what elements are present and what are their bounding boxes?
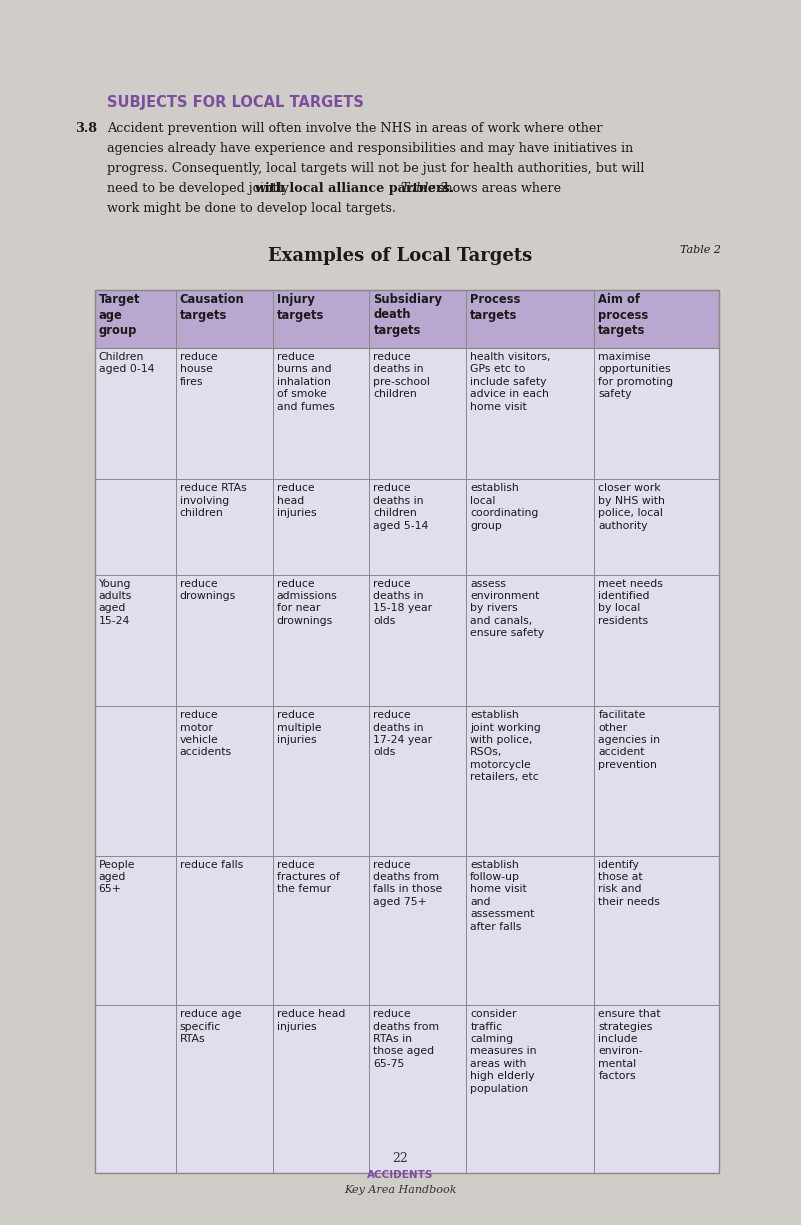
Text: reduce
deaths in
17-24 year
olds: reduce deaths in 17-24 year olds: [373, 710, 433, 757]
Text: Aim of
process
targets: Aim of process targets: [598, 293, 649, 337]
Text: reduce
deaths from
falls in those
aged 75+: reduce deaths from falls in those aged 7…: [373, 860, 443, 906]
Text: Process
targets: Process targets: [470, 293, 521, 321]
Text: reduce
fractures of
the femur: reduce fractures of the femur: [276, 860, 340, 894]
Text: assess
environment
by rivers
and canals,
ensure safety: assess environment by rivers and canals,…: [470, 578, 545, 638]
Text: maximise
opportunities
for promoting
safety: maximise opportunities for promoting saf…: [598, 352, 674, 399]
Text: 22: 22: [392, 1152, 409, 1165]
Text: ensure that
strategies
include
environ-
mental
factors: ensure that strategies include environ- …: [598, 1009, 661, 1082]
Text: reduce falls: reduce falls: [179, 860, 243, 870]
Text: establish
local
coordinating
group: establish local coordinating group: [470, 484, 538, 530]
Text: People
aged
65+: People aged 65+: [99, 860, 135, 894]
Text: agencies already have experience and responsibilities and may have initiatives i: agencies already have experience and res…: [107, 142, 634, 156]
Text: with local alliance partners.: with local alliance partners.: [254, 183, 454, 195]
Text: reduce
deaths in
15-18 year
olds: reduce deaths in 15-18 year olds: [373, 578, 433, 626]
Text: reduce
head
injuries: reduce head injuries: [276, 484, 316, 518]
Text: reduce age
specific
RTAs: reduce age specific RTAs: [179, 1009, 241, 1044]
Text: 3.8: 3.8: [75, 122, 97, 135]
Text: facilitate
other
agencies in
accident
prevention: facilitate other agencies in accident pr…: [598, 710, 660, 769]
Text: Key Area Handbook: Key Area Handbook: [344, 1185, 457, 1196]
Text: Young
adults
aged
15-24: Young adults aged 15-24: [99, 578, 132, 626]
Text: closer work
by NHS with
police, local
authority: closer work by NHS with police, local au…: [598, 484, 665, 530]
Text: reduce
house
fires: reduce house fires: [179, 352, 217, 387]
Bar: [95, 290, 719, 348]
Text: reduce head
injuries: reduce head injuries: [276, 1009, 345, 1031]
Text: SUBJECTS FOR LOCAL TARGETS: SUBJECTS FOR LOCAL TARGETS: [107, 96, 364, 110]
Bar: [95, 706, 719, 856]
Text: progress. Consequently, local targets will not be just for health authorities, b: progress. Consequently, local targets wi…: [107, 162, 645, 175]
Text: reduce
deaths from
RTAs in
those aged
65-75: reduce deaths from RTAs in those aged 65…: [373, 1009, 440, 1069]
Text: work might be done to develop local targets.: work might be done to develop local targ…: [107, 202, 396, 216]
Bar: [95, 575, 719, 706]
Text: Table 2: Table 2: [680, 245, 721, 255]
Text: reduce RTAs
involving
children: reduce RTAs involving children: [179, 484, 247, 518]
Text: establish
follow-up
home visit
and
assessment
after falls: establish follow-up home visit and asses…: [470, 860, 534, 932]
Text: identify
those at
risk and
their needs: identify those at risk and their needs: [598, 860, 660, 906]
Bar: [95, 290, 719, 1174]
Text: Injury
targets: Injury targets: [276, 293, 324, 321]
Text: reduce
multiple
injuries: reduce multiple injuries: [276, 710, 321, 745]
Bar: [95, 479, 719, 575]
Text: Causation
targets: Causation targets: [179, 293, 244, 321]
Text: need to be developed jointly: need to be developed jointly: [107, 183, 293, 195]
Text: Accident prevention will often involve the NHS in areas of work where other: Accident prevention will often involve t…: [107, 122, 602, 135]
Text: Target
age
group: Target age group: [99, 293, 140, 337]
Text: Table 2: Table 2: [397, 183, 448, 195]
Text: shows areas where: shows areas where: [434, 183, 562, 195]
Text: Examples of Local Targets: Examples of Local Targets: [268, 247, 533, 265]
Text: ACCIDENTS: ACCIDENTS: [368, 1170, 433, 1180]
Text: reduce
drownings: reduce drownings: [179, 578, 236, 601]
Bar: [95, 348, 719, 479]
Text: reduce
motor
vehicle
accidents: reduce motor vehicle accidents: [179, 710, 231, 757]
Text: meet needs
identified
by local
residents: meet needs identified by local residents: [598, 578, 663, 626]
Text: consider
traffic
calming
measures in
areas with
high elderly
population: consider traffic calming measures in are…: [470, 1009, 537, 1094]
Text: health visitors,
GPs etc to
include safety
advice in each
home visit: health visitors, GPs etc to include safe…: [470, 352, 551, 412]
Text: reduce
deaths in
children
aged 5-14: reduce deaths in children aged 5-14: [373, 484, 429, 530]
Bar: [95, 856, 719, 1006]
Text: establish
joint working
with police,
RSOs,
motorcycle
retailers, etc: establish joint working with police, RSO…: [470, 710, 541, 782]
Text: reduce
deaths in
pre-school
children: reduce deaths in pre-school children: [373, 352, 430, 399]
Bar: [95, 1006, 719, 1174]
Text: reduce
admissions
for near
drownings: reduce admissions for near drownings: [276, 578, 337, 626]
Text: reduce
burns and
inhalation
of smoke
and fumes: reduce burns and inhalation of smoke and…: [276, 352, 334, 412]
Text: Children
aged 0-14: Children aged 0-14: [99, 352, 154, 375]
Text: Subsidiary
death
targets: Subsidiary death targets: [373, 293, 442, 337]
